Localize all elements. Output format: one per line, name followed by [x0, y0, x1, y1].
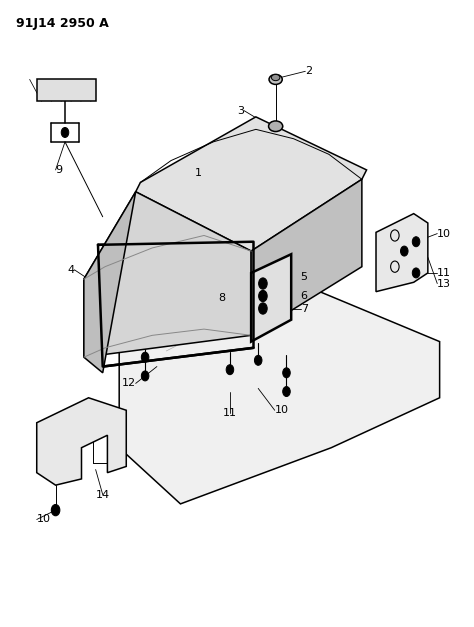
Text: 10: 10 — [275, 405, 289, 415]
Text: 2: 2 — [305, 66, 312, 76]
Ellipse shape — [272, 75, 280, 81]
Text: 8: 8 — [218, 293, 225, 303]
Text: 10: 10 — [438, 229, 451, 239]
Circle shape — [259, 290, 267, 302]
Polygon shape — [84, 192, 136, 373]
Text: 6: 6 — [301, 291, 308, 301]
Polygon shape — [36, 398, 126, 485]
Circle shape — [259, 278, 267, 289]
Circle shape — [226, 365, 234, 375]
Text: 10: 10 — [36, 515, 51, 525]
Circle shape — [259, 303, 267, 314]
Text: 14: 14 — [96, 490, 110, 500]
Ellipse shape — [269, 75, 282, 85]
Circle shape — [255, 356, 262, 366]
Circle shape — [141, 352, 149, 362]
Circle shape — [283, 368, 290, 378]
Circle shape — [412, 268, 420, 278]
Text: 91J14 2950 A: 91J14 2950 A — [16, 17, 108, 30]
Text: 9: 9 — [55, 165, 63, 175]
Text: 3: 3 — [237, 105, 244, 115]
Text: 11: 11 — [223, 408, 237, 418]
Circle shape — [283, 386, 290, 396]
Polygon shape — [376, 214, 428, 292]
Circle shape — [401, 246, 408, 256]
Circle shape — [51, 505, 60, 516]
Text: 12: 12 — [121, 379, 136, 388]
Text: 1: 1 — [195, 168, 201, 178]
Ellipse shape — [269, 121, 283, 132]
Polygon shape — [36, 80, 96, 102]
Text: 7: 7 — [301, 303, 308, 314]
Polygon shape — [136, 117, 366, 251]
Circle shape — [61, 127, 69, 137]
Text: 4: 4 — [67, 265, 74, 275]
Text: 11: 11 — [438, 268, 451, 278]
Polygon shape — [119, 273, 439, 504]
Circle shape — [141, 371, 149, 381]
Circle shape — [412, 237, 420, 246]
Text: 13: 13 — [438, 278, 451, 288]
Polygon shape — [84, 192, 251, 357]
Text: 5: 5 — [301, 272, 308, 282]
Polygon shape — [251, 254, 291, 342]
Polygon shape — [251, 179, 362, 335]
